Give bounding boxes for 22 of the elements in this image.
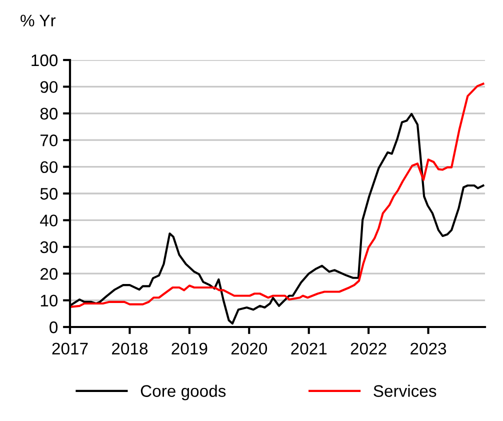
y-tick-label: 90 (40, 81, 58, 93)
y-tick-label: 60 (40, 161, 58, 174)
y-tick-label: 100 (32, 54, 58, 66)
legend-label: Core goods (140, 384, 226, 400)
legend-label: Services (374, 384, 436, 397)
y-tick-label: 20 (40, 268, 58, 280)
y-tick-label: 30 (40, 241, 58, 254)
x-tick-label: 2022 (350, 342, 386, 355)
x-tick-label: 2020 (231, 342, 268, 355)
x-tick-label: 2017 (52, 342, 88, 355)
y-tick-label: 80 (40, 108, 58, 120)
y-tick-label: 40 (40, 214, 58, 226)
x-tick-label: 2021 (291, 342, 327, 355)
x-tick-label: 2018 (112, 342, 148, 355)
y-tick-label: 50 (40, 188, 58, 200)
line-series (70, 82, 484, 308)
x-tick-label: 2019 (172, 342, 208, 355)
y-tick-label: 0 (50, 321, 58, 334)
y-axis-title: % Yr (20, 14, 56, 26)
y-tick-label: 70 (40, 134, 58, 146)
y-tick-label: 10 (40, 294, 58, 307)
x-tick-label: 2023 (410, 342, 446, 355)
